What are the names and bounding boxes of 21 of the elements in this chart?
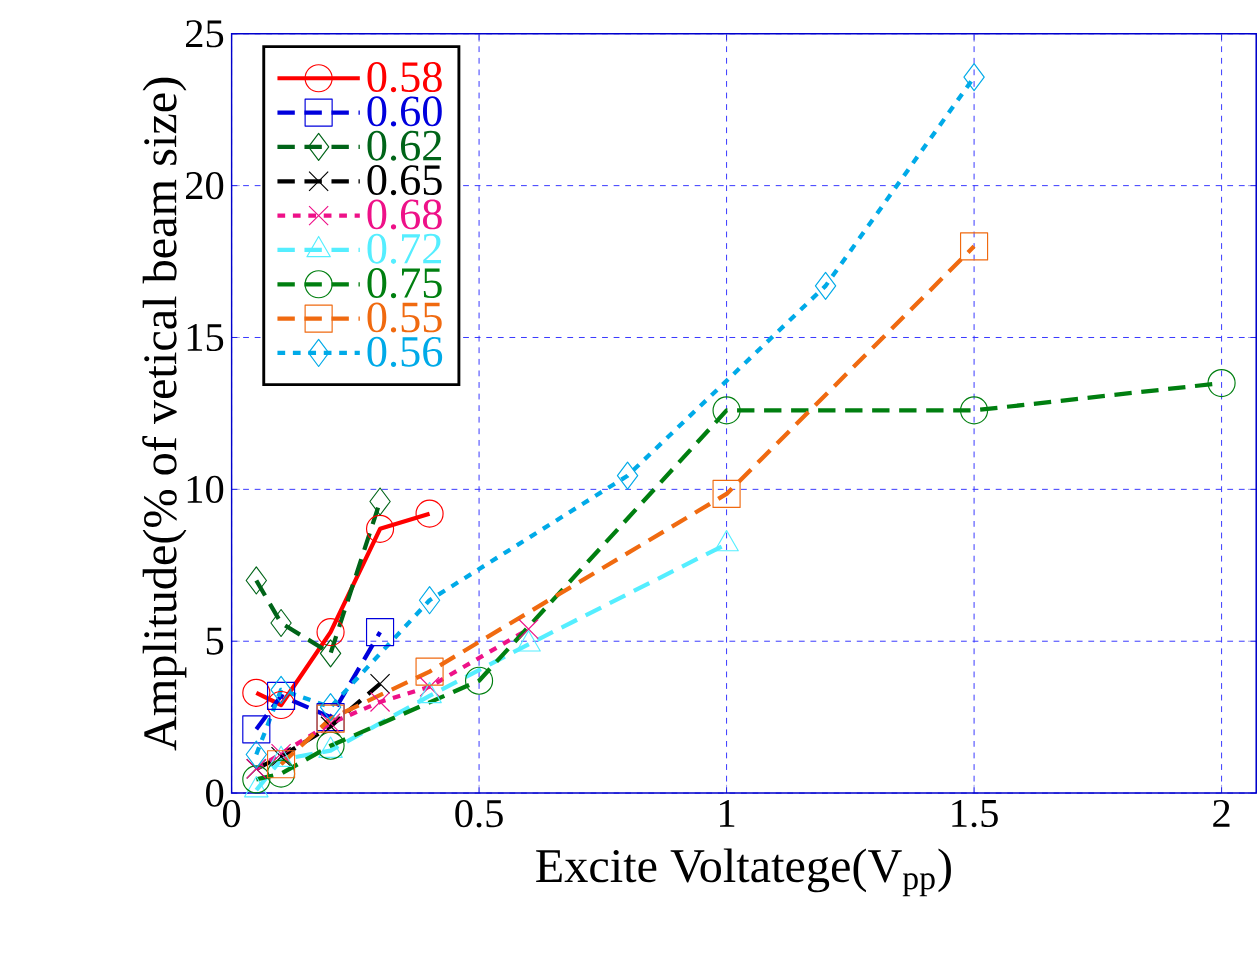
legend-label: 0.68 (367, 199, 442, 230)
y-axis-title: Amplitude(% of vetical beam size) (142, 77, 187, 751)
y-tick-label: 15 (187, 323, 224, 351)
legend-label: 0.62 (367, 130, 442, 161)
y-tick-label: 5 (206, 627, 224, 655)
y-tick-label: 10 (187, 475, 224, 503)
legend-label: 0.58 (367, 61, 442, 93)
y-tick-label: 25 (186, 20, 224, 48)
x-tick-label: 0.5 (455, 799, 503, 828)
legend-label: 0.56 (367, 336, 443, 367)
legend-label: 0.65 (367, 164, 442, 196)
y-tick-label: 20 (186, 171, 224, 200)
legend-label: 0.72 (367, 233, 442, 264)
x-tick-label: 1.5 (952, 799, 998, 828)
x-tick-label: 2 (1213, 799, 1230, 827)
y-tick-label: 0 (206, 779, 224, 807)
x-tick-label: 1 (720, 799, 735, 827)
legend-label: 0.60 (367, 96, 442, 127)
legend-label: 0.55 (367, 302, 442, 333)
x-axis-title: Excite Voltatege(V$_{pp}$) (536, 848, 951, 897)
legend-label: 0.75 (367, 267, 442, 299)
